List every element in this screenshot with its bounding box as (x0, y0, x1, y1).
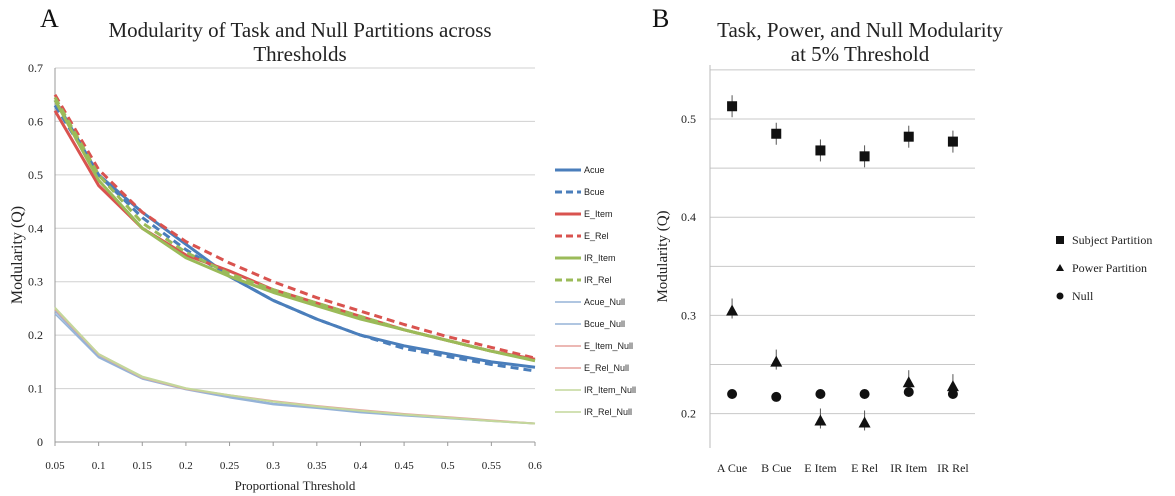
legend-label: Bcue_Null (584, 319, 625, 329)
panel-a-letter: A (40, 4, 59, 33)
marker-triangle (946, 380, 959, 392)
y-tick-label: 0.3 (28, 275, 43, 289)
x-tick-label: 0.35 (307, 460, 327, 472)
legend-label: Acue_Null (584, 297, 625, 307)
marker-square (947, 136, 958, 147)
x-tick-label: IR Item (890, 461, 928, 475)
panel-b-title: Task, Power, and Null Modularity at 5% T… (690, 18, 1030, 66)
legend-label: E_Rel (584, 231, 609, 241)
series-line-ir-rel-null (54, 307, 536, 425)
marker-square (815, 145, 826, 156)
marker-square (859, 151, 870, 162)
legend-swatch (1056, 264, 1064, 271)
legend-label: Subject Partition (1072, 233, 1152, 247)
y-tick-label: 0.2 (28, 328, 43, 342)
marker-circle (815, 388, 826, 399)
legend-swatch (1056, 292, 1064, 300)
marker-triangle (726, 304, 739, 316)
marker-square (771, 128, 782, 139)
x-tick-label: 0.3 (266, 460, 280, 472)
marker-triangle (770, 355, 783, 367)
legend-label: IR_Rel (584, 275, 612, 285)
legend-label: Null (1072, 289, 1094, 303)
marker-triangle (814, 414, 827, 426)
panel-b-title-line-1: Task, Power, and Null Modularity (717, 18, 1003, 42)
y-tick-label: 0 (37, 435, 43, 449)
series-line-e-item (53, 109, 536, 361)
x-tick-label: 0.4 (354, 460, 368, 472)
x-tick-label: 0.2 (179, 460, 193, 472)
x-tick-label: 0.25 (220, 460, 240, 472)
x-tick-label: IR Rel (937, 461, 969, 475)
y-tick-label: 0.4 (28, 221, 43, 235)
y-tick-label: 0.5 (28, 168, 43, 182)
legend-label: E_Item_Null (584, 341, 633, 351)
marker-triangle (858, 416, 871, 428)
y-tick-label: 0.2 (681, 407, 696, 421)
y-tick-label: 0.1 (28, 382, 43, 396)
legend-label: IR_Item (584, 253, 616, 263)
x-tick-label: 0.45 (394, 460, 414, 472)
panel-b-chart: 0.2 0.3 0.4 0.5 A Cue B Cue E Item E Rel IR Item… (655, 65, 1152, 475)
x-tick-label: 0.6 (528, 460, 542, 472)
series-line-ir-rel (53, 96, 536, 362)
marker-circle (947, 388, 958, 399)
y-tick-label: 0.6 (28, 114, 43, 128)
panel-b-title-line-2: at 5% Threshold (790, 42, 930, 66)
legend-label: E_Rel_Null (584, 363, 629, 373)
y-tick-label: 0.4 (681, 210, 696, 224)
marker-square (727, 101, 738, 112)
legend-label: Power Partition (1072, 261, 1147, 275)
panel-b-letter: B (652, 4, 670, 33)
legend-label: E_Item (584, 209, 613, 219)
y-axis-title: Modularity (Q) (9, 206, 26, 304)
series-line-ir-item (53, 99, 536, 363)
panel-a-title-line-1: Modularity of Task and Null Partitions a… (108, 18, 492, 42)
marker-circle (859, 388, 870, 399)
marker-circle (903, 387, 914, 398)
panel-a: A Modularity of Task and Null Partitions… (9, 4, 636, 493)
marker-square (903, 131, 914, 142)
x-tick-label: 0.15 (133, 460, 153, 472)
series-line-acue (53, 99, 536, 369)
y-tick-label: 0.7 (28, 61, 43, 75)
legend-label: Acue (584, 165, 605, 175)
panel-b: B Task, Power, and Null Modularity at 5%… (650, 0, 1175, 496)
series-line-e-rel (53, 93, 536, 360)
panel-a-chart: 0 0.1 0.2 0.3 0.4 0.5 0.6 0.7 0.05 0.1 0.15 0.2 0.25… (9, 61, 636, 493)
x-tick-label: 0.5 (441, 460, 455, 472)
x-tick-label: E Item (804, 461, 837, 475)
series-line-bcue (53, 104, 536, 373)
legend-label: IR_Item_Null (584, 385, 636, 395)
marker-circle (771, 391, 782, 402)
marker-circle (727, 388, 738, 399)
x-tick-label: E Rel (851, 461, 879, 475)
x-tick-label: 0.05 (45, 460, 65, 472)
y-tick-label: 0.3 (681, 308, 696, 322)
marker-triangle (902, 376, 915, 388)
y-axis-title: Modularity (Q) (655, 210, 671, 302)
panel-a-title: Modularity of Task and Null Partitions a… (70, 18, 530, 66)
x-tick-label: 0.55 (482, 460, 502, 472)
x-tick-label: B Cue (761, 461, 791, 475)
legend-swatch (1056, 236, 1064, 244)
legend-label: Bcue (584, 187, 605, 197)
legend-label: IR_Rel_Null (584, 407, 632, 417)
y-tick-label: 0.5 (681, 112, 696, 126)
x-tick-label: 0.1 (92, 460, 106, 472)
panel-a-title-line-2: Thresholds (253, 42, 347, 66)
x-axis-title: Proportional Threshold (235, 478, 356, 493)
x-tick-label: A Cue (717, 461, 747, 475)
